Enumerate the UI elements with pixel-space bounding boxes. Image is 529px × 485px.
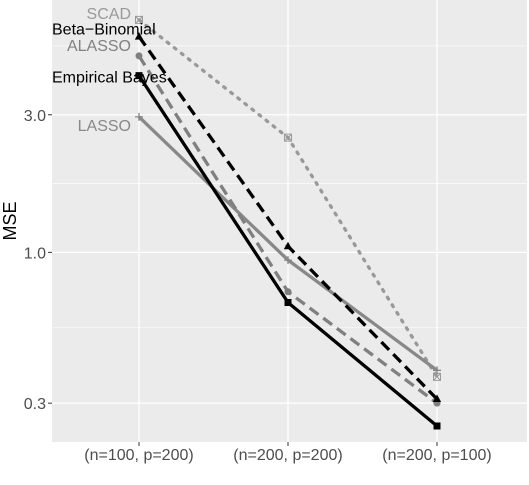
y-axis-title: MSE	[0, 201, 20, 240]
y-axis-ticks: 0.3 1.0 3.0	[24, 108, 52, 413]
y-tick-label: 1.0	[24, 245, 46, 262]
series-layer	[134, 15, 442, 430]
series-label: ALASSO	[67, 38, 131, 55]
series-label: Beta−Binomial	[52, 22, 156, 39]
data-point	[433, 372, 441, 381]
data-point	[432, 394, 442, 403]
panel-background	[52, 0, 527, 442]
data-point	[135, 15, 143, 24]
x-tick-label: (n=100, p=200)	[84, 447, 193, 464]
data-point	[284, 288, 292, 296]
x-tick-label: (n=200, p=200)	[233, 447, 342, 464]
series-label: Empirical Bayes	[52, 70, 167, 87]
y-tick-label: 3.0	[24, 108, 46, 125]
x-axis-ticks: (n=100, p=200) (n=200, p=200) (n=200, p=10…	[84, 442, 492, 464]
data-point	[284, 256, 292, 265]
data-point	[284, 299, 292, 307]
data-point	[135, 112, 143, 121]
series-label: LASSO	[78, 118, 131, 135]
data-point	[283, 241, 293, 250]
y-tick-label: 0.3	[24, 396, 46, 413]
x-tick-label: (n=200, p=100)	[382, 447, 491, 464]
data-point	[134, 32, 144, 40]
minor-grid	[52, 45, 527, 329]
data-point	[135, 52, 143, 60]
data-point	[433, 366, 441, 375]
series-label: SCAD	[87, 6, 131, 23]
data-point	[135, 72, 143, 80]
data-point	[433, 422, 441, 430]
data-point	[284, 133, 292, 142]
